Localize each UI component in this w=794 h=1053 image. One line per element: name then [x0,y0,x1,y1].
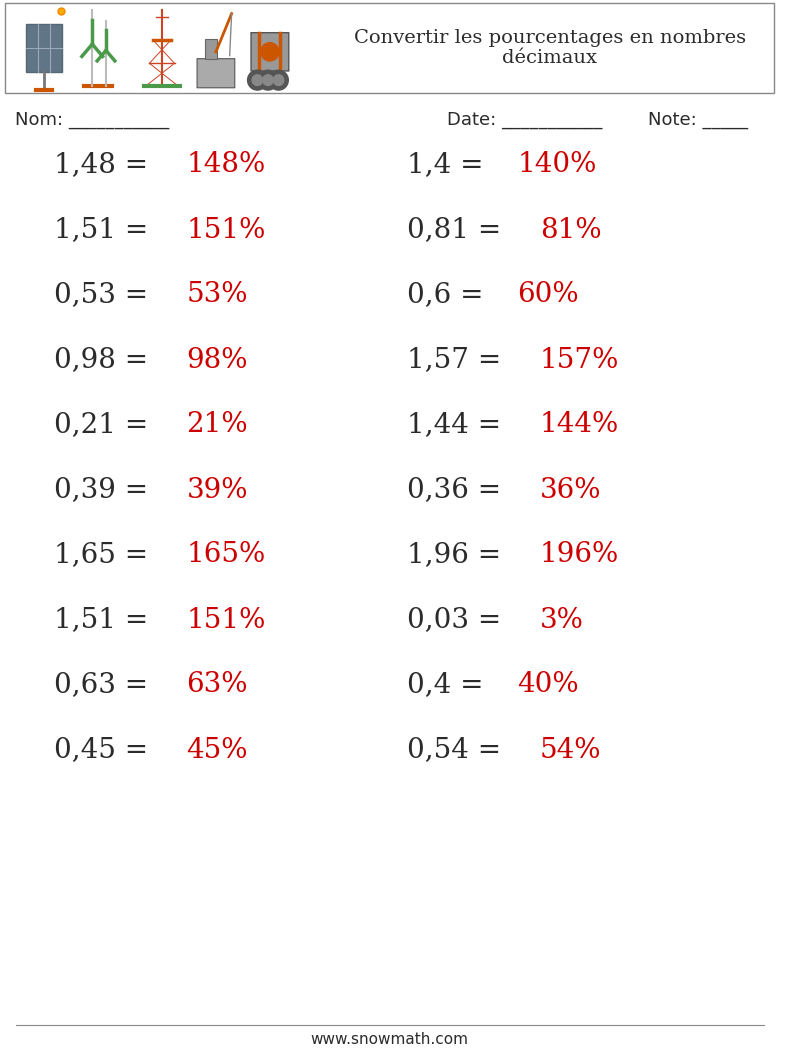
Text: 0,39 =: 0,39 = [54,477,157,503]
FancyBboxPatch shape [251,33,289,71]
FancyBboxPatch shape [197,59,235,87]
Text: 1,51 =: 1,51 = [54,607,157,634]
Text: 0,81 =: 0,81 = [407,217,511,243]
Text: 0,4 =: 0,4 = [407,672,493,698]
Text: 140%: 140% [518,152,597,179]
Circle shape [263,75,273,85]
Circle shape [258,71,278,91]
Text: 144%: 144% [540,412,619,438]
Text: 60%: 60% [518,281,579,309]
Circle shape [261,42,279,61]
Text: 196%: 196% [540,541,619,569]
Text: 54%: 54% [540,736,601,763]
Text: 1,96 =: 1,96 = [407,541,511,569]
Text: 1,57 =: 1,57 = [407,346,511,374]
Text: 0,36 =: 0,36 = [407,477,511,503]
Circle shape [273,75,283,85]
Text: 36%: 36% [540,477,601,503]
FancyBboxPatch shape [5,3,774,93]
Text: Nom: ___________: Nom: ___________ [15,111,169,130]
Text: 157%: 157% [540,346,619,374]
Text: 0,63 =: 0,63 = [54,672,157,698]
Text: 0,03 =: 0,03 = [407,607,511,634]
Circle shape [269,71,288,91]
Text: 3%: 3% [540,607,584,634]
Text: 98%: 98% [187,346,248,374]
FancyBboxPatch shape [205,39,217,59]
Text: 40%: 40% [518,672,579,698]
Text: 39%: 39% [187,477,248,503]
Text: 45%: 45% [187,736,248,763]
Text: 165%: 165% [187,541,266,569]
Text: 81%: 81% [540,217,602,243]
Text: 53%: 53% [187,281,248,309]
Text: Note: _____: Note: _____ [648,111,748,130]
Text: 63%: 63% [187,672,248,698]
Circle shape [252,75,263,85]
Text: 151%: 151% [187,607,266,634]
Text: 1,4 =: 1,4 = [407,152,493,179]
Text: 1,48 =: 1,48 = [54,152,157,179]
Text: 0,6 =: 0,6 = [407,281,493,309]
Text: 148%: 148% [187,152,266,179]
Text: 0,45 =: 0,45 = [54,736,157,763]
Text: 0,98 =: 0,98 = [54,346,157,374]
Text: 1,65 =: 1,65 = [54,541,157,569]
Text: 0,21 =: 0,21 = [54,412,157,438]
Text: Convertir les pourcentages en nombres
décimaux: Convertir les pourcentages en nombres dé… [353,28,746,67]
Text: Date: ___________: Date: ___________ [446,111,602,130]
Text: 0,54 =: 0,54 = [407,736,511,763]
Text: 0,53 =: 0,53 = [54,281,157,309]
Circle shape [248,71,267,91]
Text: 21%: 21% [187,412,249,438]
Text: www.snowmath.com: www.snowmath.com [310,1032,468,1047]
Text: 1,51 =: 1,51 = [54,217,157,243]
Text: 1,44 =: 1,44 = [407,412,511,438]
Text: 151%: 151% [187,217,266,243]
FancyBboxPatch shape [26,23,62,73]
